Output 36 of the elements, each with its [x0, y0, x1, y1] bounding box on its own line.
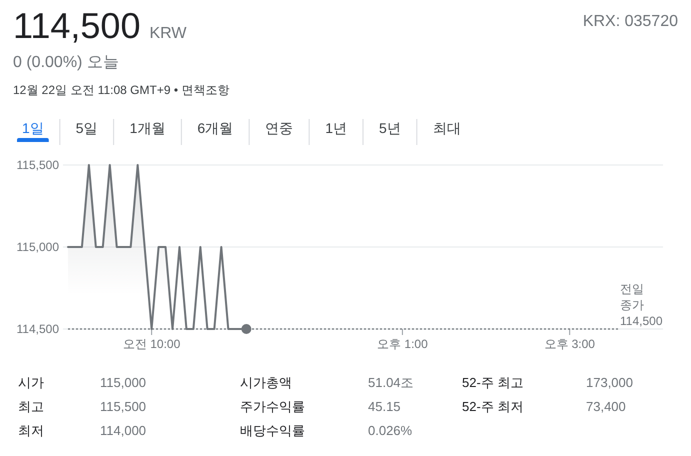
text: 5년 [378, 120, 401, 136]
text: 45.15 [368, 399, 401, 414]
y-tick-label: 114,500 [16, 322, 60, 336]
text: 115,000 [100, 375, 146, 390]
text: 최대 [432, 120, 461, 136]
text: 12월 22일 오전 11:08 GMT+9 • 면책조항 [13, 83, 230, 97]
text: 0.026% [368, 423, 413, 438]
text: 주가수익률 [240, 399, 305, 414]
text: KRW [149, 25, 188, 42]
text: 52-주 최고 [462, 375, 524, 390]
text: 1일 [22, 120, 44, 136]
text: KRX: 035720 [582, 13, 678, 30]
text: 173,000 [586, 375, 633, 390]
text: 1년 [325, 120, 347, 136]
text: 115,500 [100, 399, 146, 414]
x-tick-label: 오후 3:00 [544, 337, 596, 351]
x-tick-label: 오후 1:00 [377, 337, 428, 351]
text: 52-주 최저 [462, 399, 524, 414]
y-tick-label: 115,500 [16, 158, 60, 172]
text: 최고 [18, 399, 44, 414]
text: 0 (0.00%) 오늘 [13, 54, 119, 71]
x-tick-label: 오전 10:00 [122, 337, 181, 351]
text: 1개월 [130, 120, 166, 136]
text: 시가총액 [240, 375, 292, 390]
text: 시가 [18, 375, 44, 390]
text: 6개월 [197, 120, 234, 136]
title: 114,500 [13, 5, 140, 46]
text: 배당수익률 [240, 423, 305, 438]
text: 73,400 [586, 399, 626, 414]
text: 51.04조 [368, 375, 414, 390]
text: 연중 [265, 120, 294, 136]
text: 5일 [76, 120, 98, 136]
y-tick-label: 115,000 [16, 240, 60, 254]
text: 114,000 [100, 423, 146, 438]
ref-line-label: 전일 종가 114,500 [620, 282, 663, 328]
text: 최저 [18, 423, 44, 438]
